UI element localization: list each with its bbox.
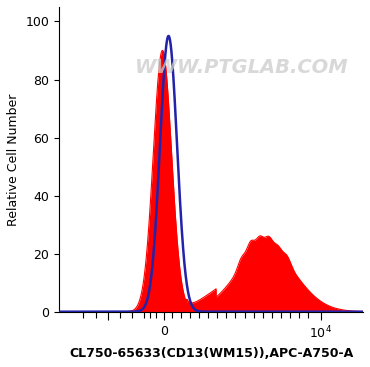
- Y-axis label: Relative Cell Number: Relative Cell Number: [7, 93, 20, 225]
- X-axis label: CL750-65633(CD13(WM15)),APC-A750-A: CL750-65633(CD13(WM15)),APC-A750-A: [69, 347, 353, 360]
- Text: WWW.PTGLAB.COM: WWW.PTGLAB.COM: [135, 58, 348, 77]
